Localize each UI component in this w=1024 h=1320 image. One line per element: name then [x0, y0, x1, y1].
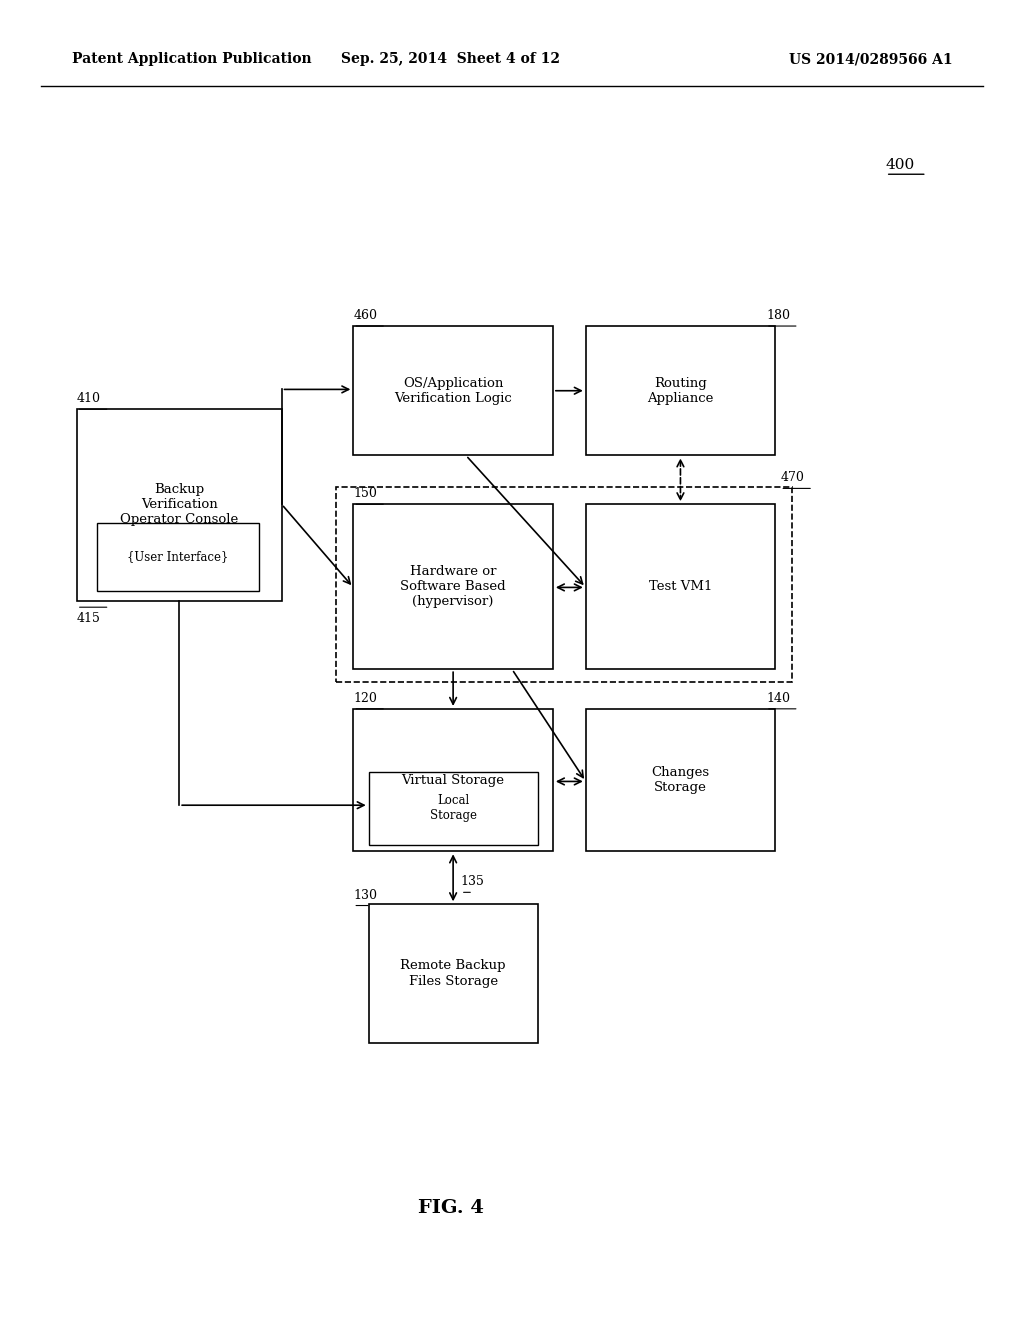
Text: 415: 415 [77, 612, 100, 626]
FancyBboxPatch shape [77, 409, 282, 601]
Text: 410: 410 [77, 392, 100, 405]
Text: 150: 150 [353, 487, 377, 500]
FancyBboxPatch shape [353, 504, 553, 669]
FancyBboxPatch shape [97, 523, 259, 591]
FancyBboxPatch shape [353, 326, 553, 455]
Text: 470: 470 [780, 471, 804, 484]
Text: 140: 140 [766, 692, 790, 705]
Text: FIG. 4: FIG. 4 [418, 1199, 483, 1217]
Text: 460: 460 [353, 309, 377, 322]
Text: Patent Application Publication: Patent Application Publication [72, 53, 311, 66]
Text: Virtual Storage: Virtual Storage [401, 774, 505, 787]
Text: US 2014/0289566 A1: US 2014/0289566 A1 [788, 53, 952, 66]
Text: 180: 180 [766, 309, 790, 322]
Text: Test VM1: Test VM1 [649, 581, 712, 593]
FancyBboxPatch shape [586, 326, 775, 455]
FancyBboxPatch shape [586, 504, 775, 669]
Text: OS/Application
Verification Logic: OS/Application Verification Logic [394, 376, 512, 405]
FancyBboxPatch shape [369, 904, 538, 1043]
Text: Hardware or
Software Based
(hypervisor): Hardware or Software Based (hypervisor) [400, 565, 506, 609]
Text: Local
Storage: Local Storage [430, 795, 476, 822]
Text: {User Interface}: {User Interface} [128, 550, 228, 564]
Text: 135: 135 [461, 875, 484, 888]
FancyBboxPatch shape [369, 772, 538, 845]
Text: Routing
Appliance: Routing Appliance [647, 376, 714, 405]
Text: Changes
Storage: Changes Storage [651, 766, 710, 795]
Text: Remote Backup
Files Storage: Remote Backup Files Storage [400, 960, 506, 987]
FancyBboxPatch shape [586, 709, 775, 851]
Text: 120: 120 [353, 692, 377, 705]
Text: 400: 400 [886, 158, 915, 172]
Text: Sep. 25, 2014  Sheet 4 of 12: Sep. 25, 2014 Sheet 4 of 12 [341, 53, 560, 66]
FancyBboxPatch shape [353, 709, 553, 851]
Text: Backup
Verification
Operator Console: Backup Verification Operator Console [120, 483, 239, 527]
Text: 130: 130 [353, 888, 377, 902]
